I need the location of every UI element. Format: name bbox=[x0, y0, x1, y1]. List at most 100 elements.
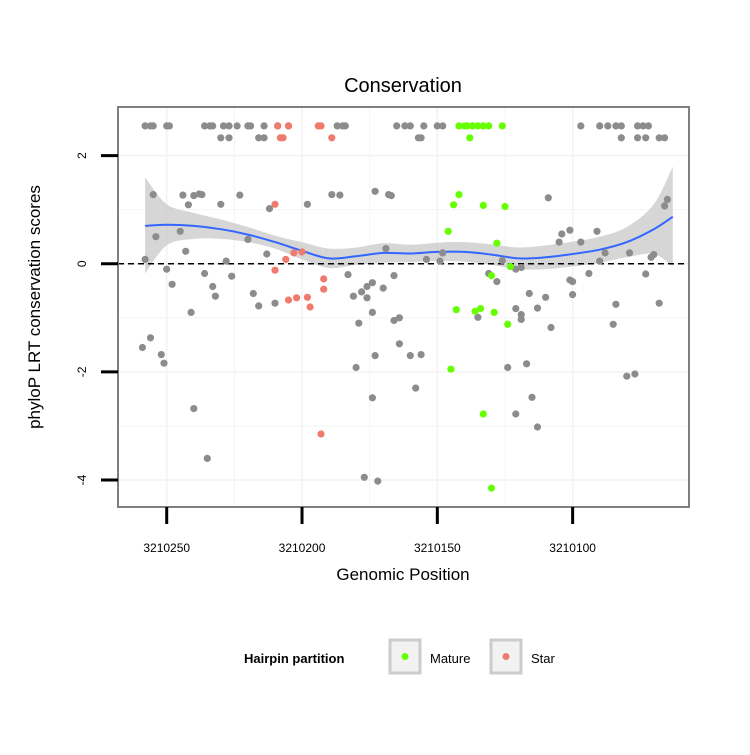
point-other bbox=[271, 299, 279, 307]
y-tick-label--2: -2 bbox=[75, 366, 89, 377]
point-star bbox=[271, 200, 279, 208]
point-other bbox=[401, 122, 409, 130]
point-other bbox=[601, 249, 609, 257]
point-other bbox=[439, 249, 447, 257]
point-other bbox=[533, 304, 542, 312]
point-star bbox=[320, 285, 328, 293]
point-other bbox=[661, 202, 669, 210]
point-mature bbox=[493, 239, 501, 247]
point-other bbox=[542, 293, 550, 301]
point-mature bbox=[471, 307, 479, 315]
point-other bbox=[387, 192, 395, 200]
point-other bbox=[596, 122, 604, 130]
point-other bbox=[179, 191, 187, 199]
point-other bbox=[203, 454, 211, 462]
point-mature bbox=[485, 122, 493, 130]
point-other bbox=[247, 122, 255, 130]
point-star bbox=[320, 275, 328, 283]
y-axis-title: phyloP LRT conservation scores bbox=[25, 185, 44, 429]
point-other bbox=[642, 134, 650, 142]
point-mature bbox=[506, 262, 514, 271]
legend-title: Hairpin partition bbox=[244, 651, 344, 666]
point-other bbox=[617, 134, 625, 142]
point-star bbox=[303, 293, 311, 301]
point-mature bbox=[487, 272, 496, 280]
point-other bbox=[420, 122, 428, 130]
point-other bbox=[157, 351, 165, 359]
point-other bbox=[390, 316, 398, 325]
point-star bbox=[306, 303, 314, 311]
point-other bbox=[190, 192, 198, 200]
point-other bbox=[655, 299, 663, 307]
point-other bbox=[512, 305, 520, 313]
point-star bbox=[271, 266, 279, 274]
point-other bbox=[650, 251, 658, 259]
point-other bbox=[225, 134, 233, 142]
point-star bbox=[328, 134, 336, 142]
panel-border bbox=[117, 106, 690, 508]
point-other bbox=[596, 257, 604, 265]
point-other bbox=[577, 238, 585, 246]
point-other bbox=[344, 271, 352, 279]
point-star bbox=[290, 249, 298, 257]
point-mature bbox=[452, 306, 460, 314]
point-other bbox=[412, 384, 420, 392]
point-mature bbox=[479, 201, 487, 209]
point-other bbox=[217, 134, 225, 142]
point-other bbox=[422, 255, 431, 263]
point-other bbox=[617, 122, 625, 130]
point-other bbox=[138, 343, 146, 352]
point-other bbox=[395, 340, 403, 348]
point-mature bbox=[444, 227, 452, 235]
point-star bbox=[284, 122, 293, 130]
smooth-line-layer bbox=[145, 215, 674, 260]
point-other bbox=[352, 363, 360, 372]
point-other bbox=[368, 308, 376, 316]
point-other bbox=[176, 227, 184, 235]
point-other bbox=[363, 282, 371, 291]
point-star bbox=[317, 430, 325, 438]
point-other bbox=[222, 257, 230, 265]
plot-panel bbox=[117, 106, 690, 508]
point-other bbox=[355, 319, 363, 327]
point-other bbox=[165, 122, 173, 130]
point-other bbox=[655, 134, 663, 142]
point-other bbox=[233, 122, 241, 130]
point-other bbox=[219, 122, 228, 130]
point-mature bbox=[474, 122, 482, 130]
point-other bbox=[639, 122, 647, 130]
point-other bbox=[504, 363, 512, 372]
x-axis: 3210250 3210200 3210150 3210100 bbox=[143, 507, 596, 555]
point-other bbox=[593, 227, 601, 235]
point-other bbox=[211, 292, 219, 300]
point-other bbox=[569, 291, 577, 299]
point-mature bbox=[447, 365, 455, 373]
point-other bbox=[349, 292, 357, 300]
point-other bbox=[228, 272, 236, 280]
point-other bbox=[160, 359, 168, 367]
point-mature bbox=[463, 122, 471, 130]
point-other bbox=[555, 238, 563, 246]
point-star bbox=[282, 255, 290, 263]
point-other bbox=[371, 352, 379, 360]
point-mature bbox=[450, 201, 458, 209]
point-other bbox=[201, 269, 209, 278]
point-other bbox=[255, 134, 263, 142]
point-other bbox=[604, 122, 612, 130]
point-other bbox=[566, 226, 574, 234]
x-tick-label-3210250: 3210250 bbox=[143, 541, 190, 555]
point-other bbox=[182, 247, 190, 255]
point-mature bbox=[479, 122, 487, 130]
point-other bbox=[328, 191, 336, 199]
point-mature bbox=[477, 305, 485, 313]
point-mature bbox=[487, 484, 496, 492]
point-other bbox=[374, 477, 382, 485]
point-other bbox=[663, 195, 672, 203]
legend-dot-star bbox=[502, 653, 510, 660]
y-tick-label-2: 2 bbox=[75, 152, 89, 159]
point-mature bbox=[455, 122, 463, 130]
point-other bbox=[390, 272, 398, 280]
point-other bbox=[612, 300, 620, 308]
point-other bbox=[249, 289, 257, 298]
